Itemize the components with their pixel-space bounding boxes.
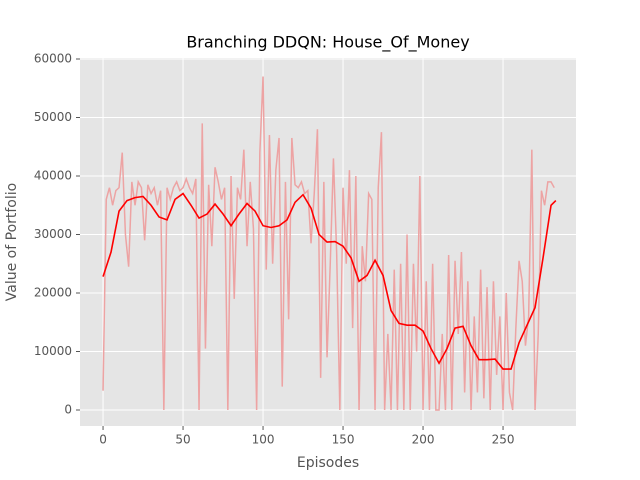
x-axis-label: Episodes xyxy=(297,455,359,471)
chart-title: Branching DDQN: House_Of_Money xyxy=(186,33,469,53)
x-tick-label: 250 xyxy=(492,433,515,447)
y-axis-label: Value of Portfolio xyxy=(4,183,20,301)
y-tick-label: 10000 xyxy=(34,344,72,358)
x-tick-label: 150 xyxy=(332,433,355,447)
y-tick-label: 50000 xyxy=(34,110,72,124)
series-line xyxy=(102,192,557,370)
y-tick-label: 30000 xyxy=(34,227,72,241)
x-tick-label: 0 xyxy=(99,433,107,447)
y-tick-label: 20000 xyxy=(34,286,72,300)
x-tick-label: 50 xyxy=(175,433,190,447)
y-tick-label: 40000 xyxy=(34,169,72,183)
y-tick-label: 60000 xyxy=(34,52,72,66)
y-tick-label: 0 xyxy=(64,403,72,417)
x-tick-label: 100 xyxy=(252,433,275,447)
series-line xyxy=(102,76,555,411)
x-tick-label: 200 xyxy=(412,433,435,447)
